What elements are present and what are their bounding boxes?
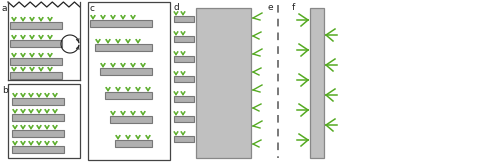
Bar (8, 84, 80, 158)
Bar (174, 136, 194, 142)
Bar (105, 92, 152, 99)
Bar (174, 16, 194, 22)
Bar (115, 140, 152, 147)
Text: f: f (292, 3, 295, 12)
Bar (310, 8, 324, 158)
Bar (90, 20, 152, 27)
Text: c: c (89, 4, 94, 13)
Bar (174, 76, 194, 82)
Bar (174, 96, 194, 102)
Bar (174, 56, 194, 62)
Bar (100, 68, 152, 75)
Text: a: a (2, 4, 8, 13)
Bar (88, 2, 170, 160)
Text: b: b (2, 86, 8, 95)
Bar (10, 72, 62, 79)
Bar (12, 146, 64, 153)
Bar (12, 130, 64, 137)
Bar (174, 36, 194, 42)
Bar (174, 116, 194, 122)
Bar (196, 8, 251, 158)
Bar (12, 114, 64, 121)
Bar (95, 44, 152, 51)
Bar (10, 58, 62, 65)
Bar (10, 40, 62, 47)
Bar (110, 116, 152, 123)
Text: d: d (174, 3, 180, 12)
Text: e: e (268, 3, 274, 12)
Bar (12, 98, 64, 105)
Bar (10, 22, 62, 29)
